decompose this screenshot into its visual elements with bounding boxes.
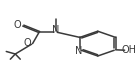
Text: N: N	[75, 46, 82, 56]
Text: OH: OH	[121, 45, 136, 55]
Text: O: O	[13, 20, 21, 30]
Text: N: N	[52, 25, 60, 35]
Text: O: O	[24, 38, 31, 48]
